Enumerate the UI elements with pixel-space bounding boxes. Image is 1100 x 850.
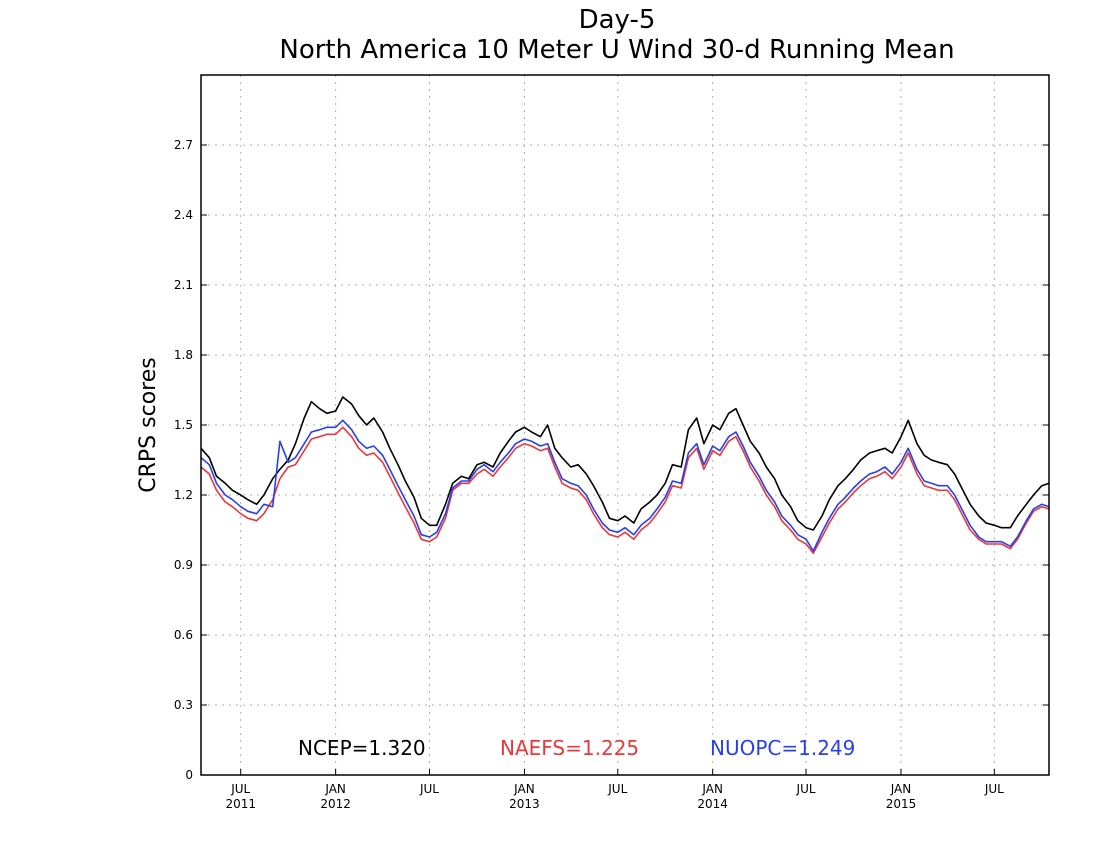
series-layer [200, 396, 1050, 555]
y-tick-label: 2.4 [174, 208, 193, 222]
y-tick-label: 2.7 [174, 138, 193, 152]
y-tick-label: 0 [185, 768, 193, 782]
stat-nuopc: NUOPC=1.249 [710, 736, 855, 760]
x-tick-year: 2013 [509, 797, 540, 811]
y-tick-label: 1.8 [174, 348, 193, 362]
x-tick-year: 2011 [225, 797, 256, 811]
y-axis-label: CRPS scores [136, 357, 161, 492]
y-tick-label: 0.6 [174, 628, 193, 642]
x-tick-label: JUL [984, 782, 1004, 796]
stat-ncep: NCEP=1.320 [298, 736, 426, 760]
x-tick-label: JUL [230, 782, 250, 796]
series-line-naefs [200, 426, 1050, 555]
stat-naefs: NAEFS=1.225 [500, 736, 639, 760]
chart-subtitle: North America 10 Meter U Wind 30-d Runni… [279, 35, 954, 65]
axis-ticks: 00.30.60.91.21.51.82.12.42.7JUL2011JAN20… [174, 138, 1049, 811]
series-line-nuopc [200, 419, 1050, 552]
x-tick-label: JAN [324, 782, 346, 796]
x-tick-label: JUL [796, 782, 816, 796]
y-tick-label: 0.3 [174, 698, 193, 712]
chart-title: Day-5 [579, 5, 656, 35]
x-tick-year: 2012 [320, 797, 351, 811]
x-tick-label: JAN [513, 782, 535, 796]
x-tick-label: JUL [419, 782, 439, 796]
y-tick-label: 1.5 [174, 418, 193, 432]
y-tick-label: 0.9 [174, 558, 193, 572]
grid [201, 75, 1049, 775]
x-tick-year: 2014 [697, 797, 728, 811]
y-tick-label: 2.1 [174, 278, 193, 292]
x-tick-label: JAN [701, 782, 723, 796]
x-tick-label: JUL [607, 782, 627, 796]
x-tick-label: JAN [890, 782, 912, 796]
x-tick-year: 2015 [886, 797, 917, 811]
legend-stats: NCEP=1.320 NAEFS=1.225 NUOPC=1.249 [298, 736, 855, 760]
series-line-ncep [200, 396, 1050, 531]
y-tick-label: 1.2 [174, 488, 193, 502]
